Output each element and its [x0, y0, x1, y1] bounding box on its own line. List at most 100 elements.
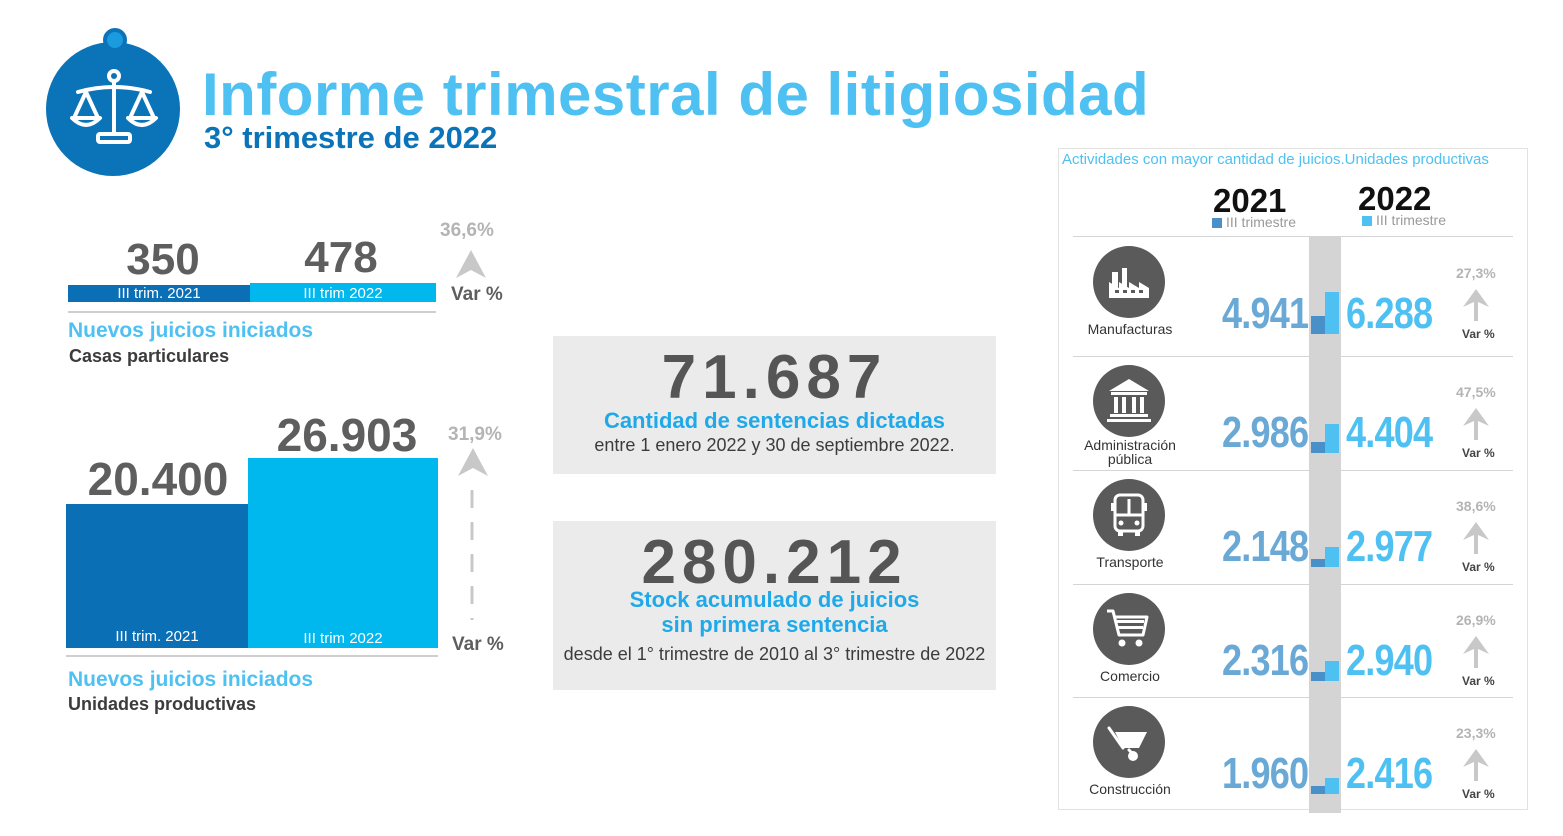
- row-separator: [1073, 356, 1513, 357]
- stat-box-sentencias: 71.687 Cantidad de sentencias dictadas e…: [553, 336, 996, 474]
- activity-icon-circle: [1093, 593, 1165, 665]
- stat-title: Cantidad de sentencias dictadas: [603, 408, 946, 433]
- legend-swatch-2021: [1212, 218, 1222, 228]
- bus-icon: [1111, 493, 1147, 536]
- activity-name: Comercio: [1100, 668, 1160, 684]
- value-2021: 2.316: [1222, 636, 1309, 685]
- stat-subtitle: desde el 1° trimestre de 2010 al 3° trim…: [563, 644, 986, 664]
- bar-2022: [1325, 547, 1339, 567]
- value-2022: 4.404: [1346, 408, 1433, 457]
- row-separator: [1073, 470, 1513, 471]
- arrow-up-icon: [1463, 289, 1489, 321]
- stat-title: Stock acumulado de juicios: [629, 587, 920, 612]
- bar-value-label: 26.903: [276, 409, 418, 461]
- row-variation-label: Var %: [1462, 674, 1495, 688]
- baseline: [68, 311, 436, 313]
- bar-2022: [1325, 424, 1339, 453]
- variation-value: 31,9%: [448, 424, 502, 445]
- section-subtitle: Casas particulares: [69, 346, 230, 366]
- logo-dot: [103, 28, 127, 52]
- row-separator: [1073, 697, 1513, 698]
- bar: [66, 504, 248, 648]
- row-separator: [1073, 584, 1513, 585]
- bar-value-label: 350: [126, 235, 200, 284]
- row-variation-value: 26,9%: [1456, 612, 1496, 628]
- value-2022: 2.977: [1346, 522, 1433, 571]
- dashed-line: [470, 490, 474, 620]
- page-title: Informe trimestral de litigiosidad: [202, 61, 1150, 128]
- row-variation-label: Var %: [1462, 327, 1495, 341]
- bar-2021: [1311, 559, 1325, 567]
- activity-icon-circle: [1093, 706, 1165, 778]
- variation-value: 36,6%: [440, 220, 494, 241]
- bar-2022: [1325, 778, 1339, 794]
- legend-label: III trimestre: [1226, 214, 1297, 230]
- shopping-cart-icon: [1107, 609, 1149, 647]
- value-2021: 2.148: [1222, 522, 1309, 571]
- bar-2021: [1311, 442, 1325, 453]
- bar: [68, 285, 250, 302]
- value-2021: 2.986: [1222, 408, 1309, 457]
- value-2022: 2.416: [1346, 749, 1433, 798]
- activity-icon-circle: [1093, 479, 1165, 551]
- bar: [248, 458, 438, 648]
- bar-2021: [1311, 786, 1325, 794]
- wheelbarrow-icon: [1107, 726, 1147, 761]
- row-variation-label: Var %: [1462, 560, 1495, 574]
- activity-name: Construcción: [1089, 781, 1171, 797]
- category-label: III trim. 2021: [117, 285, 201, 302]
- stat-value: 280.212: [641, 528, 908, 597]
- row-variation-label: Var %: [1462, 787, 1495, 801]
- government-building-icon: [1107, 379, 1151, 422]
- year-2022-sub: III trimestre: [1362, 212, 1446, 228]
- activities-panel: [1058, 148, 1528, 810]
- bar-value-label: 20.400: [87, 453, 229, 505]
- bar-2021: [1311, 316, 1325, 334]
- row-variation-label: Var %: [1462, 446, 1495, 460]
- arrow-up-icon: [1463, 408, 1489, 440]
- category-label: III trim 2022: [303, 630, 383, 647]
- section-title: Nuevos juicios iniciados: [68, 668, 314, 691]
- value-2022: 2.940: [1346, 636, 1433, 685]
- arrow-up-icon: [1463, 636, 1489, 668]
- year-2022-label: 2022: [1358, 180, 1432, 217]
- stat-box-stock: 280.212 Stock acumulado de juicios sin p…: [553, 521, 996, 690]
- row-separator: [1073, 236, 1513, 237]
- category-label: III trim. 2021: [115, 628, 199, 645]
- activity-name-line2: pública: [1107, 451, 1153, 467]
- legend-label: III trimestre: [1376, 212, 1447, 228]
- page-subtitle: 3° trimestre de 2022: [204, 120, 498, 155]
- stat-title-line2: sin primera sentencia: [661, 612, 888, 637]
- activity-name: Administración: [1084, 437, 1176, 453]
- section-title: Nuevos juicios iniciados: [68, 319, 314, 342]
- activities-title: Actividades con mayor cantidad de juicio…: [1062, 151, 1489, 168]
- arrow-up-icon: [458, 448, 488, 476]
- bar: [250, 283, 436, 302]
- baseline: [66, 655, 438, 657]
- stat-value: 71.687: [661, 343, 888, 412]
- activity-name: Transporte: [1096, 554, 1164, 570]
- arrow-up-icon: [456, 250, 486, 278]
- bar-2022: [1325, 292, 1339, 334]
- value-2021: 1.960: [1222, 749, 1309, 798]
- arrow-up-icon: [1463, 522, 1489, 554]
- row-variation-value: 27,3%: [1456, 265, 1496, 281]
- legend-swatch-2022: [1362, 216, 1372, 226]
- category-label: III trim 2022: [303, 285, 383, 302]
- row-variation-value: 38,6%: [1456, 498, 1496, 514]
- variation-label: Var %: [452, 634, 504, 655]
- activity-icon-circle: [1093, 365, 1165, 437]
- bar-value-label: 478: [304, 233, 378, 282]
- year-2021-label: 2021: [1213, 182, 1287, 219]
- value-2021: 4.941: [1222, 289, 1309, 338]
- bar-2022: [1325, 661, 1339, 681]
- section-subtitle: Unidades productivas: [68, 694, 257, 714]
- activity-name: Manufacturas: [1087, 321, 1173, 337]
- year-2021-sub: III trimestre: [1212, 214, 1296, 230]
- variation-label: Var %: [451, 284, 503, 305]
- bar-2021: [1311, 672, 1325, 681]
- factory-icon: [1109, 268, 1149, 298]
- row-variation-value: 47,5%: [1456, 384, 1496, 400]
- value-2022: 6.288: [1346, 289, 1433, 338]
- arrow-up-icon: [1463, 749, 1489, 781]
